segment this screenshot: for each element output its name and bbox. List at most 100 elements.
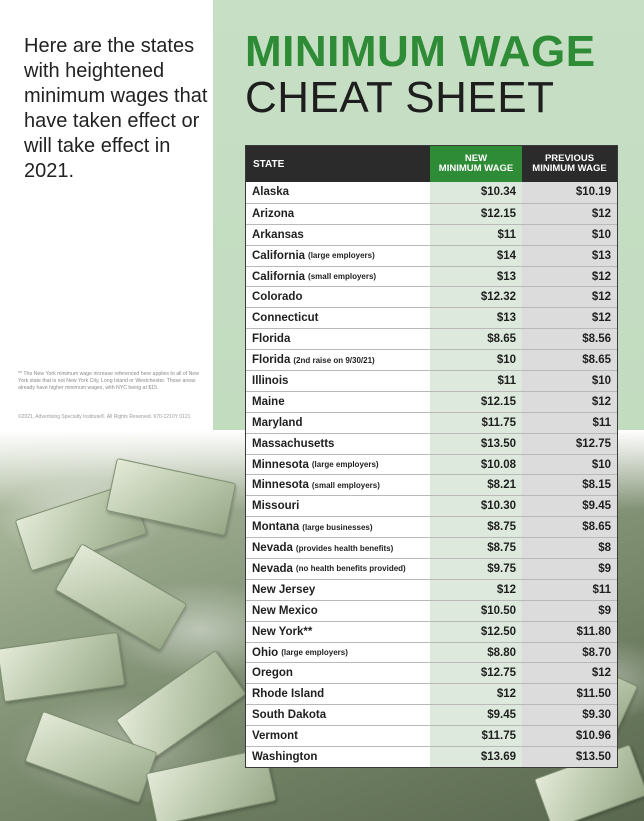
state-cell: Maine: [246, 392, 430, 412]
table-row: Maryland $11.75 $11: [246, 411, 617, 433]
table-row: Rhode Island $12 $11.50: [246, 683, 617, 705]
state-cell: Alaska: [246, 182, 430, 203]
state-name: Oregon: [252, 667, 293, 680]
table-row: Alaska $10.34 $10.19: [246, 182, 617, 203]
state-name: Massachusetts: [252, 437, 335, 450]
state-cell: Arizona: [246, 204, 430, 224]
new-wage-cell: $14: [430, 245, 522, 266]
previous-wage-cell: $9.30: [522, 705, 617, 726]
state-name: Nevada: [252, 562, 293, 575]
table-body: Alaska $10.34 $10.19 Arizona $12.15 $12 Arka…: [246, 182, 617, 767]
previous-wage-cell: $10: [522, 454, 617, 475]
previous-wage-cell: $13.50: [522, 747, 617, 767]
previous-wage-cell: $13: [522, 245, 617, 266]
table-row: Minnesota (large employers) $10.08 $10: [246, 453, 617, 475]
new-wage-cell: $12.15: [430, 203, 522, 224]
previous-wage-cell: $11: [522, 579, 617, 600]
table-row: Nevada (no health benefits provided) $9.75…: [246, 558, 617, 579]
table-row: New Jersey $12 $11: [246, 578, 617, 600]
state-note: (small employers): [311, 480, 380, 490]
header-previous-minimum-wage: PREVIOUS MINIMUM WAGE: [522, 146, 617, 182]
state-name: Washington: [252, 750, 318, 763]
table-row: Vermont $11.75 $10.96: [246, 725, 617, 747]
state-note: (large businesses): [302, 522, 373, 532]
state-name: Ohio: [252, 646, 279, 659]
state-name: Maryland: [252, 416, 303, 429]
state-name: Florida: [252, 354, 291, 367]
previous-wage-cell: $12: [522, 287, 617, 308]
previous-wage-cell: $8.56: [522, 329, 617, 350]
new-wage-cell: $12: [430, 684, 522, 705]
table-row: Ohio (large employers) $8.80 $8.70: [246, 641, 617, 663]
state-cell: Minnesota (small employers): [246, 475, 430, 495]
state-name: Florida: [252, 333, 291, 346]
previous-wage-cell: $10.19: [522, 182, 617, 203]
previous-wage-cell: $9: [522, 600, 617, 621]
previous-wage-cell: $12: [522, 308, 617, 329]
new-wage-cell: $9.75: [430, 559, 522, 579]
table-row: Minnesota (small employers) $8.21 $8.15: [246, 474, 617, 496]
state-cell: South Dakota: [246, 705, 430, 725]
previous-wage-cell: $12.75: [522, 433, 617, 454]
new-wage-cell: $8.65: [430, 329, 522, 350]
new-wage-cell: $13.69: [430, 747, 522, 767]
state-name: Minnesota: [252, 479, 309, 492]
new-wage-cell: $12.32: [430, 287, 522, 308]
header-new-line2: MINIMUM WAGE: [438, 163, 514, 174]
state-note: (large employers): [311, 460, 379, 470]
state-name: Missouri: [252, 500, 300, 513]
state-cell: Nevada (no health benefits provided): [246, 559, 430, 579]
wage-table: STATE NEW MINIMUM WAGE PREVIOUS MINIMUM …: [245, 145, 618, 768]
table-row: Florida $8.65 $8.56: [246, 328, 617, 350]
table-row: South Dakota $9.45 $9.30: [246, 704, 617, 726]
state-name: Montana: [252, 521, 300, 534]
previous-wage-cell: $11.80: [522, 621, 617, 642]
new-wage-cell: $11: [430, 224, 522, 245]
table-row: Maine $12.15 $12: [246, 390, 617, 412]
state-cell: Florida (2nd raise on 9/30/21): [246, 350, 430, 370]
state-name: Maine: [252, 395, 285, 408]
new-wage-cell: $10.34: [430, 182, 522, 203]
previous-wage-cell: $10: [522, 224, 617, 245]
state-cell: Rhode Island: [246, 684, 430, 704]
new-wage-cell: $12: [430, 579, 522, 600]
previous-wage-cell: $8.65: [522, 517, 617, 538]
new-wage-cell: $10: [430, 350, 522, 371]
table-row: New York** $12.50 $11.80: [246, 620, 617, 642]
state-name: Arkansas: [252, 228, 304, 241]
header-new-minimum-wage: NEW MINIMUM WAGE: [430, 146, 522, 182]
new-wage-cell: $10.30: [430, 496, 522, 517]
new-wage-cell: $12.15: [430, 391, 522, 412]
state-cell: Montana (large businesses): [246, 517, 430, 537]
table-row: Colorado $12.32 $12: [246, 286, 617, 308]
state-name: Nevada: [252, 542, 293, 555]
table-header: STATE NEW MINIMUM WAGE PREVIOUS MINIMUM …: [246, 146, 617, 182]
state-name: Colorado: [252, 291, 303, 304]
new-wage-cell: $11.75: [430, 412, 522, 433]
new-wage-cell: $8.21: [430, 475, 522, 496]
new-wage-cell: $11: [430, 371, 522, 391]
intro-text: Here are the states with heightened mini…: [24, 35, 208, 182]
new-wage-cell: $8.80: [430, 642, 522, 663]
header-state: STATE: [253, 158, 285, 170]
new-wage-cell: $8.75: [430, 517, 522, 538]
state-cell: Connecticut: [246, 308, 430, 328]
banknote-image: [54, 543, 188, 651]
state-cell: Illinois: [246, 371, 430, 391]
state-cell: Oregon: [246, 663, 430, 683]
state-name: New Jersey: [252, 583, 316, 596]
state-cell: Florida: [246, 329, 430, 349]
previous-wage-cell: $9: [522, 559, 617, 579]
table-row: Florida (2nd raise on 9/30/21) $10 $8.65: [246, 349, 617, 371]
state-cell: Washington: [246, 747, 430, 767]
state-name: Alaska: [252, 186, 290, 199]
state-cell: California (small employers): [246, 267, 430, 287]
banknote-image: [0, 631, 126, 703]
state-name: Minnesota: [252, 458, 309, 471]
state-name: California: [252, 270, 306, 283]
header-prev-line2: MINIMUM WAGE: [532, 163, 607, 174]
state-cell: Vermont: [246, 726, 430, 746]
state-name: Vermont: [252, 730, 299, 743]
table-row: Illinois $11 $10: [246, 370, 617, 391]
new-wage-cell: $12.50: [430, 621, 522, 642]
